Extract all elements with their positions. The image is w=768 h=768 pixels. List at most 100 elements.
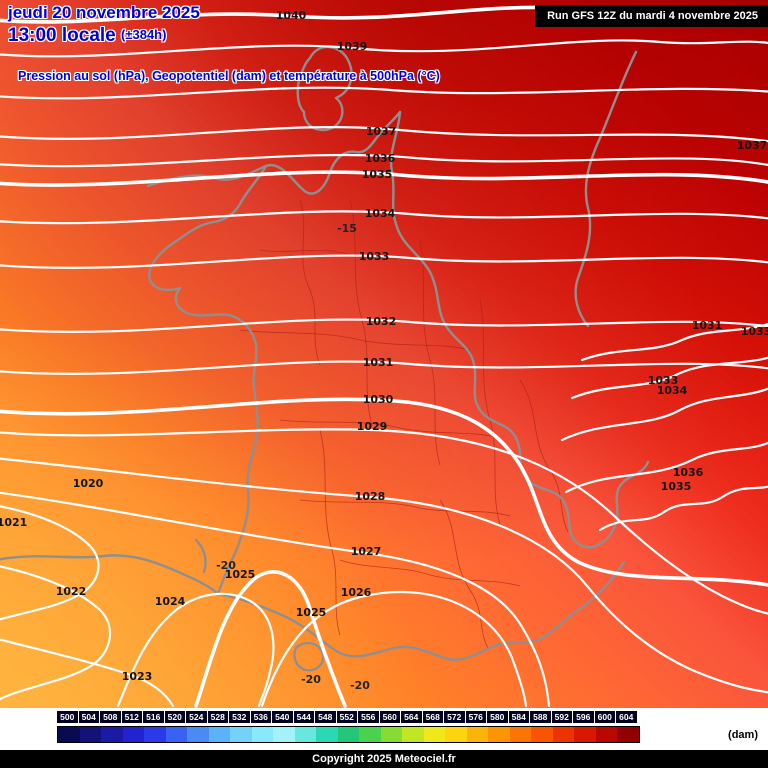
scale-tick: 568 bbox=[422, 711, 443, 723]
isobar-label: 1023 bbox=[122, 670, 153, 683]
isobar-label: 1036 bbox=[673, 466, 704, 479]
scale-color-cell bbox=[144, 727, 166, 742]
scale-tick: 604 bbox=[616, 711, 637, 723]
scale-color-cell bbox=[595, 727, 617, 742]
scale-color-cell bbox=[230, 727, 252, 742]
isobar-labels: 1040103910371036103510341033103210311030… bbox=[0, 9, 768, 683]
scale-tick: 600 bbox=[594, 711, 615, 723]
isobar-label: 1030 bbox=[363, 393, 394, 406]
scale-color-row bbox=[57, 726, 640, 743]
temperature-label: -20 bbox=[216, 559, 236, 572]
scale-tick: 528 bbox=[207, 711, 228, 723]
temperature-labels: -15 -20 -20 -20 bbox=[216, 222, 370, 692]
scale-tick-row: 500 504 508 512 516 520 524 528 532 536 540 544 548 5… bbox=[57, 711, 638, 723]
scale-color-cell bbox=[380, 727, 402, 742]
scale-color-cell bbox=[574, 727, 596, 742]
scale-color-cell bbox=[58, 727, 80, 742]
isobar-label: 1033 bbox=[648, 374, 679, 387]
copyright-bar: Copyright 2025 Meteociel.fr bbox=[0, 750, 768, 768]
isobar-label: 1020 bbox=[73, 477, 104, 490]
map-canvas: 1040103910371036103510341033103210311030… bbox=[0, 0, 768, 708]
scale-tick: 516 bbox=[143, 711, 164, 723]
isobar-label: 1032 bbox=[366, 315, 397, 328]
map-subtitle: Pression au sol (hPa), Geopotentiel (dam… bbox=[18, 69, 440, 83]
copyright-text: Copyright 2025 Meteociel.fr bbox=[312, 753, 456, 765]
isobar-label: 1025 bbox=[296, 606, 327, 619]
scale-tick: 588 bbox=[530, 711, 551, 723]
forecast-time-text: 13:00 locale bbox=[8, 25, 116, 46]
isobar-label: 1033 bbox=[741, 325, 768, 338]
scale-tick: 592 bbox=[551, 711, 572, 723]
scale-tick: 576 bbox=[465, 711, 486, 723]
scale-tick: 552 bbox=[336, 711, 357, 723]
scale-color-cell bbox=[273, 727, 295, 742]
isobar-lines bbox=[0, 5, 768, 708]
scale-color-cell bbox=[488, 727, 510, 742]
scale-tick: 584 bbox=[508, 711, 529, 723]
scale-tick: 512 bbox=[121, 711, 142, 723]
scale-color-cell bbox=[208, 727, 230, 742]
isobar-label: 1024 bbox=[155, 595, 186, 608]
scale-tick: 532 bbox=[229, 711, 250, 723]
isobar-label: 1035 bbox=[362, 168, 393, 181]
isobar-label: 1029 bbox=[357, 420, 388, 433]
scale-tick: 560 bbox=[379, 711, 400, 723]
isobar-label: 1027 bbox=[351, 545, 382, 558]
scale-color-cell bbox=[509, 727, 531, 742]
scale-color-cell bbox=[294, 727, 316, 742]
scale-tick: 564 bbox=[401, 711, 422, 723]
scale-color-cell bbox=[187, 727, 209, 742]
scale-color-cell bbox=[101, 727, 123, 742]
isobar-label: 1040 bbox=[276, 9, 307, 22]
scale-tick: 508 bbox=[100, 711, 121, 723]
scale-color-cell bbox=[402, 727, 424, 742]
geopotential-field bbox=[0, 0, 768, 708]
temperature-label: -20 bbox=[301, 673, 321, 686]
scale-color-cell bbox=[617, 727, 639, 742]
scale-color-cell bbox=[316, 727, 338, 742]
run-info-text: Run GFS 12Z du mardi 4 novembre 2025 bbox=[547, 10, 758, 22]
forecast-offset: (±384h) bbox=[121, 27, 167, 42]
isobar-label: 1033 bbox=[359, 250, 390, 263]
scale-tick: 520 bbox=[164, 711, 185, 723]
scale-tick: 572 bbox=[444, 711, 465, 723]
temperature-label: -15 bbox=[337, 222, 357, 235]
scale-color-cell bbox=[531, 727, 553, 742]
scale-tick: 500 bbox=[57, 711, 78, 723]
run-info-box: Run GFS 12Z du mardi 4 novembre 2025 bbox=[535, 5, 768, 27]
scale-color-cell bbox=[466, 727, 488, 742]
scale-tick: 524 bbox=[186, 711, 207, 723]
isobar-label: 1021 bbox=[0, 516, 27, 529]
scale-color-cell bbox=[79, 727, 101, 742]
isobar-label: 1034 bbox=[657, 384, 688, 397]
scale-tick: 536 bbox=[250, 711, 271, 723]
isobar-label: 1034 bbox=[365, 207, 396, 220]
scale-tick: 548 bbox=[315, 711, 336, 723]
scale-color-cell bbox=[445, 727, 467, 742]
isobar-label: 1037 bbox=[737, 139, 768, 152]
isobar-label: 1039 bbox=[337, 40, 368, 53]
scale-color-cell bbox=[251, 727, 273, 742]
scale-color-cell bbox=[423, 727, 445, 742]
forecast-time: 13:00 locale (±384h) bbox=[8, 25, 166, 47]
forecast-date: jeudi 20 novembre 2025 bbox=[8, 3, 200, 22]
scale-color-cell bbox=[122, 727, 144, 742]
scale-color-cell bbox=[552, 727, 574, 742]
isobar-label: 1028 bbox=[355, 490, 386, 503]
isobar-label: 1036 bbox=[365, 152, 396, 165]
scale-tick: 580 bbox=[487, 711, 508, 723]
isobar-label: 1031 bbox=[363, 356, 394, 369]
scale-tick: 544 bbox=[293, 711, 314, 723]
scale-tick: 596 bbox=[573, 711, 594, 723]
scale-color-cell bbox=[337, 727, 359, 742]
isobar-label: 1031 bbox=[692, 319, 723, 332]
isobar-label: 1026 bbox=[341, 586, 372, 599]
color-scale: 500 504 508 512 516 520 524 528 532 536 540 544 548 5… bbox=[0, 708, 768, 750]
isobar-label: 1035 bbox=[661, 480, 692, 493]
scale-color-cell bbox=[165, 727, 187, 742]
scale-tick: 556 bbox=[358, 711, 379, 723]
scale-tick: 504 bbox=[78, 711, 99, 723]
isobar-label: 1022 bbox=[56, 585, 87, 598]
scale-tick: 540 bbox=[272, 711, 293, 723]
